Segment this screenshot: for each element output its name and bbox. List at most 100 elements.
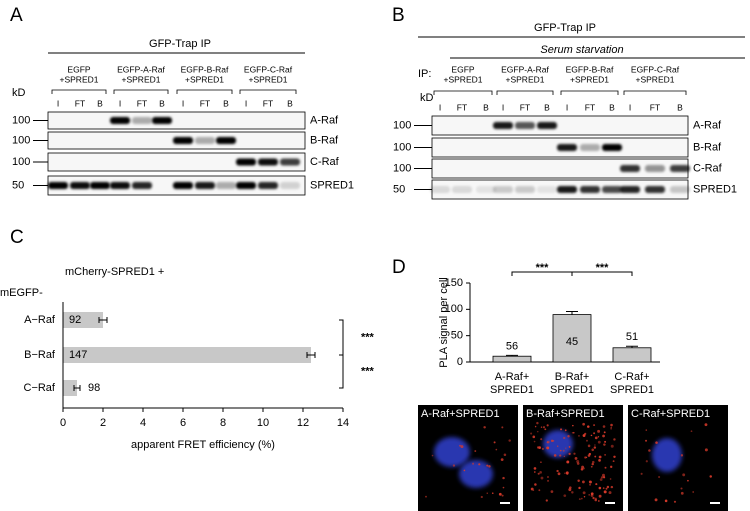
n-label: 147 [69,349,87,361]
pla-dot [598,486,602,490]
mw-label: 100 [393,119,411,131]
pla-dot [578,435,580,437]
pla-dot [480,495,483,499]
pla-dot [580,497,583,500]
pla-dot [655,441,658,444]
pla-dot [602,476,606,479]
pla-dot [533,471,536,473]
band [602,186,622,193]
y-axis-label: PLA signal per cell [438,277,450,368]
pla-dot [502,486,505,489]
y-tick-label: 0 [457,356,463,368]
pla-dot [568,452,571,456]
significance-bracket [339,319,344,356]
y-tick-label: 100 [445,303,463,315]
pla-dot [704,423,708,427]
pla-dot [546,441,549,444]
x-tick-label: 0 [60,417,66,429]
pla-dot [536,446,540,449]
band [670,165,690,172]
band [48,182,68,189]
pla-dot [540,476,544,480]
mw-label: 100 [393,141,411,153]
lane-label: B [677,102,683,112]
pla-dot [463,469,466,472]
blot-label: A-Raf [310,114,339,126]
pla-dot [590,465,593,468]
band [236,158,256,166]
x-tick-label: 2 [100,417,106,429]
mw-label: 100 [12,114,30,126]
pla-dot [472,462,475,465]
pla-dot [474,450,477,453]
group-bracket [176,89,233,94]
band [452,186,472,193]
error-bar [98,317,108,323]
pla-dot [612,460,615,463]
significance-label: *** [596,262,610,274]
pla-dot [556,469,559,473]
band [537,122,557,129]
band [515,122,535,129]
pla-dot [593,424,596,427]
significance-label: *** [536,262,550,274]
pla-dot [606,485,610,489]
lane-label: FT [520,102,530,112]
panel-letter: C [10,227,24,248]
pla-dot [559,449,562,452]
blot-strip [431,115,689,136]
pla-dot [595,483,598,486]
pla-dot [498,492,502,496]
pla-dot [598,500,600,502]
pla-dot [645,439,648,442]
pla-dot [459,444,462,447]
pla-dot [593,446,597,449]
error-bar [626,345,638,348]
pla-dot [578,498,581,501]
pla-dot [533,467,537,470]
blot-label: SPRED1 [310,179,354,191]
pla-dot [604,440,607,443]
pla-dot [613,438,616,441]
group-bracket [113,89,169,94]
pla-dot [560,428,563,431]
n-label: 98 [88,382,100,394]
lane-label: FT [137,98,147,108]
nucleus [652,438,682,472]
pla-dot [553,454,557,457]
group-label: EGFP [67,64,90,74]
chart-subtitle: mEGFP- [0,287,43,299]
pla-dot [604,466,607,469]
blot-label: C-Raf [693,162,723,174]
band [70,182,90,189]
pla-dot [501,494,504,497]
significance-label: *** [361,365,375,377]
group-label: +SPRED1 [122,74,161,84]
y-tick-label: 150 [445,277,463,289]
error-bar [73,385,81,391]
pla-dot [692,491,695,493]
panel-letter: A [10,5,23,26]
lane-label: I [245,98,247,108]
pla-dot [613,455,616,459]
band [476,186,496,193]
pla-dot [547,479,549,482]
x-tick-label: 14 [337,417,349,429]
pla-dot [536,430,539,433]
group-bracket [51,89,107,94]
lane-label: I [439,102,441,112]
lane-label: I [119,98,121,108]
pla-dot [608,491,612,495]
pla-dot [564,429,567,432]
group-label: EGFP-B-Raf [181,64,229,74]
pla-dot [680,491,684,495]
lane-label: B [609,102,615,112]
pla-dot [598,455,602,459]
bar [63,312,103,328]
micrograph [523,405,623,511]
significance-bracket [571,271,633,276]
pla-dot [559,454,562,457]
band [645,186,665,193]
group-label: +SPRED1 [570,74,609,84]
pla-dot [605,487,608,490]
